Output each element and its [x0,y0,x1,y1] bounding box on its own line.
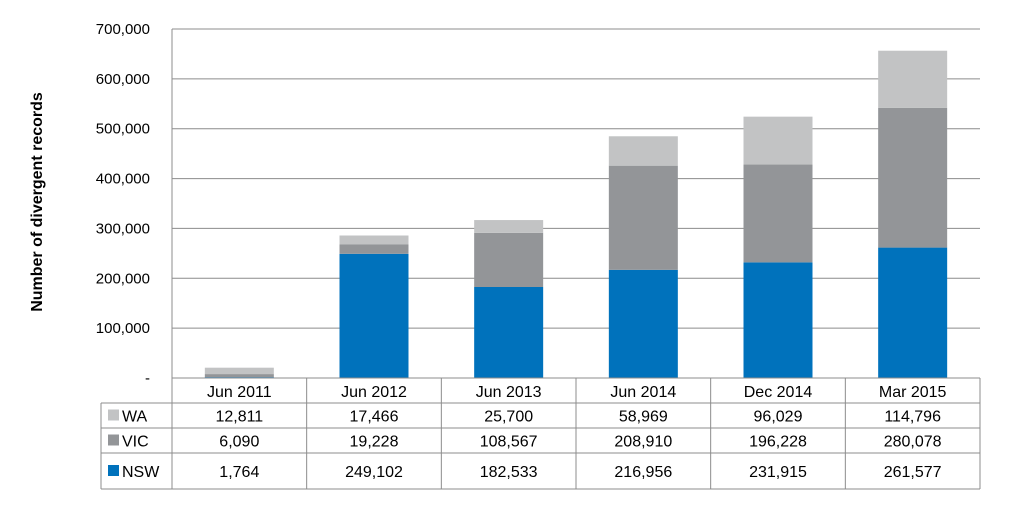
data-label-nsw: 182,533 [480,464,538,481]
data-label-vic: 280,078 [884,434,942,451]
x-tick-label: Mar 2015 [879,384,947,401]
data-label-wa: 96,029 [754,409,803,426]
legend-swatch-vic [108,434,119,446]
x-tick-label: Dec 2014 [744,384,813,401]
bar-nsw [339,253,409,378]
data-label-vic: 196,228 [749,434,807,451]
bar-vic [474,232,544,287]
y-tick-label: 300,000 [96,220,150,237]
data-label-vic: 208,910 [614,434,672,451]
data-label-nsw: 261,577 [884,464,942,481]
data-label-wa: 17,466 [350,409,399,426]
y-tick-label: 100,000 [96,320,150,337]
y-axis: - 100,000 200,000 300,000 400,000 500,000 600,… [96,21,173,387]
y-axis-label: Number of divergent records [29,92,46,312]
bar-nsw [878,247,948,378]
y-tick-label: 200,000 [96,270,150,287]
data-label-wa: 25,700 [484,409,533,426]
bar-wa [878,50,948,108]
y-tick-label: 400,000 [96,171,150,188]
x-tick-label: Jun 2012 [341,384,407,401]
y-tick-label: - [145,370,150,387]
bar-wa [474,220,544,233]
x-tick-label: Jun 2011 [207,384,272,401]
data-label-nsw: 216,956 [614,464,672,481]
x-tick-label: Jun 2013 [476,384,542,401]
data-label-vic: 6,090 [219,434,259,451]
bar-wa [743,116,813,165]
bar-vic [743,164,813,263]
legend-swatch-nsw [108,465,119,476]
gridlines [172,28,980,329]
bar-nsw [608,269,678,378]
y-tick-label: 700,000 [96,21,150,38]
bars [204,50,948,378]
data-label-vic: 108,567 [480,434,538,451]
data-label-wa: 12,811 [215,409,263,426]
bar-nsw [474,286,544,378]
y-tick-label: 500,000 [96,121,150,138]
legend-label-vic: VIC [122,434,149,451]
bar-wa [608,136,678,166]
bar-vic [204,374,274,378]
bar-wa [339,235,409,245]
data-label-vic: 19,228 [350,434,399,451]
legend-label-nsw: NSW [122,464,160,481]
bar-vic [608,165,678,270]
data-label-nsw: 249,102 [345,464,403,481]
bar-nsw [743,262,813,378]
bar-vic [339,244,409,254]
y-tick-label: 600,000 [96,71,150,88]
x-tick-label: Jun 2014 [610,384,676,401]
data-label-nsw: 1,764 [219,464,259,481]
data-label-wa: 58,969 [619,409,668,426]
legend-label-wa: WA [122,409,148,426]
data-table: Jun 2011 Jun 2012 Jun 2013 Jun 2014 Dec 2014… [100,377,981,490]
bar-wa [204,367,274,375]
data-label-wa: 114,796 [884,409,941,426]
legend-swatch-wa [108,409,119,421]
data-label-nsw: 231,915 [749,464,807,481]
bar-vic [878,107,948,248]
